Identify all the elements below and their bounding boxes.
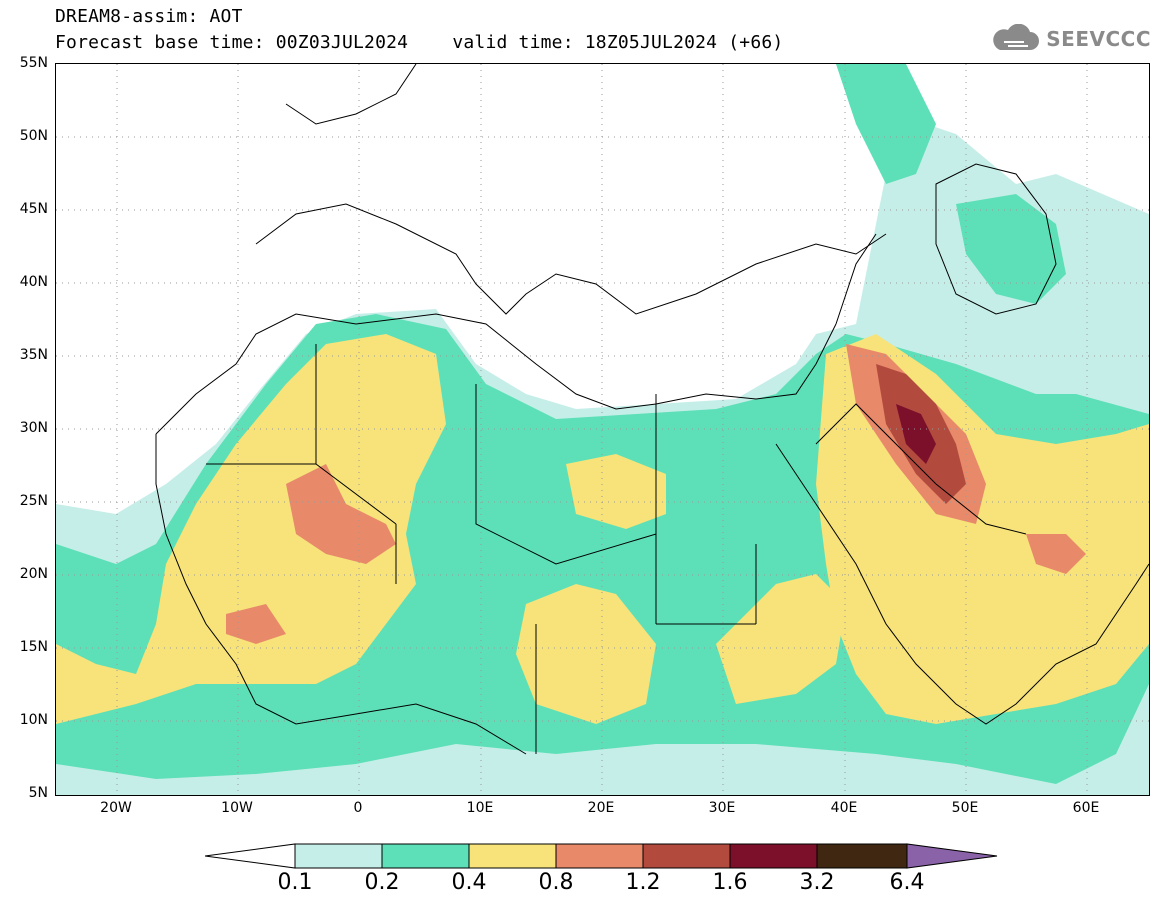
lat-label-40n: 40N: [19, 274, 48, 290]
aot-band-0-4-sahel-east: [716, 574, 846, 704]
aot-band-0-2-north: [836, 64, 936, 184]
colorbar-label-1-6: 1.6: [712, 870, 748, 895]
colorbar-label-0-8: 0.8: [538, 870, 574, 895]
aot-band-1-6: [896, 404, 936, 464]
lon-label-40e: 40E: [830, 800, 858, 816]
coastlines: [155, 64, 1149, 755]
logo-text: SEEVCCC: [1046, 27, 1151, 51]
aot-band-0-2-caspian: [956, 194, 1066, 304]
colorbar-segment-7: [816, 843, 908, 869]
colorbar-min-arrow: [205, 843, 296, 869]
lat-label-50n: 50N: [19, 128, 48, 144]
lat-label-45n: 45N: [19, 201, 48, 217]
forecast-time-line: Forecast base time: 00Z03JUL2024 valid t…: [55, 32, 784, 53]
aot-map-canvas: [56, 64, 1149, 795]
seevccc-logo: SEEVCCC: [988, 24, 1151, 54]
lat-label-5n: 5N: [28, 785, 48, 801]
colorbar-label-3-2: 3.2: [799, 870, 835, 895]
lon-label-60e: 60E: [1072, 800, 1100, 816]
lon-label-20e: 20E: [587, 800, 615, 816]
lat-label-55n: 55N: [19, 55, 48, 71]
aot-map: [55, 63, 1150, 796]
lon-label-10w: 10W: [221, 800, 253, 816]
colorbar-segment-1: [294, 843, 383, 869]
colorbar-label-1-2: 1.2: [625, 870, 661, 895]
aot-band-0-8-oman: [1026, 534, 1086, 574]
aot-band-0-4-west: [56, 334, 446, 724]
colorbar-label-0-2: 0.2: [364, 870, 400, 895]
colorbar-segment-2: [381, 843, 470, 869]
colorbar-label-0-4: 0.4: [451, 870, 487, 895]
lon-label-0: 0: [353, 800, 363, 816]
colorbar-label-6-4: 6.4: [889, 870, 925, 895]
lon-label-30e: 30E: [708, 800, 736, 816]
lat-label-10n: 10N: [19, 712, 48, 728]
colorbar-segment-5: [642, 843, 731, 869]
aot-band-0-4-libya: [566, 454, 666, 529]
aot-band-0-8-mauritania: [286, 464, 396, 564]
colorbar-segment-6: [729, 843, 818, 869]
colorbar-segment-3: [468, 843, 557, 869]
lon-label-10e: 10E: [466, 800, 494, 816]
grid-lines: [56, 64, 1149, 795]
aot-field: [56, 64, 1149, 795]
colorbar: [205, 843, 998, 869]
lon-label-50e: 50E: [951, 800, 979, 816]
lat-label-35n: 35N: [19, 347, 48, 363]
lat-label-15n: 15N: [19, 639, 48, 655]
colorbar-max-arrow: [906, 843, 998, 869]
map-title: DREAM8-assim: AOT: [55, 6, 243, 27]
lat-label-30n: 30N: [19, 420, 48, 436]
lon-label-20w: 20W: [100, 800, 132, 816]
colorbar-label-0-1: 0.1: [277, 870, 313, 895]
lat-label-25n: 25N: [19, 493, 48, 509]
colorbar-segment-4: [555, 843, 644, 869]
aot-band-0-8-mali: [226, 604, 286, 644]
lat-label-20n: 20N: [19, 566, 48, 582]
cloud-icon: [993, 24, 1040, 50]
aot-band-0-4-central: [516, 584, 656, 724]
